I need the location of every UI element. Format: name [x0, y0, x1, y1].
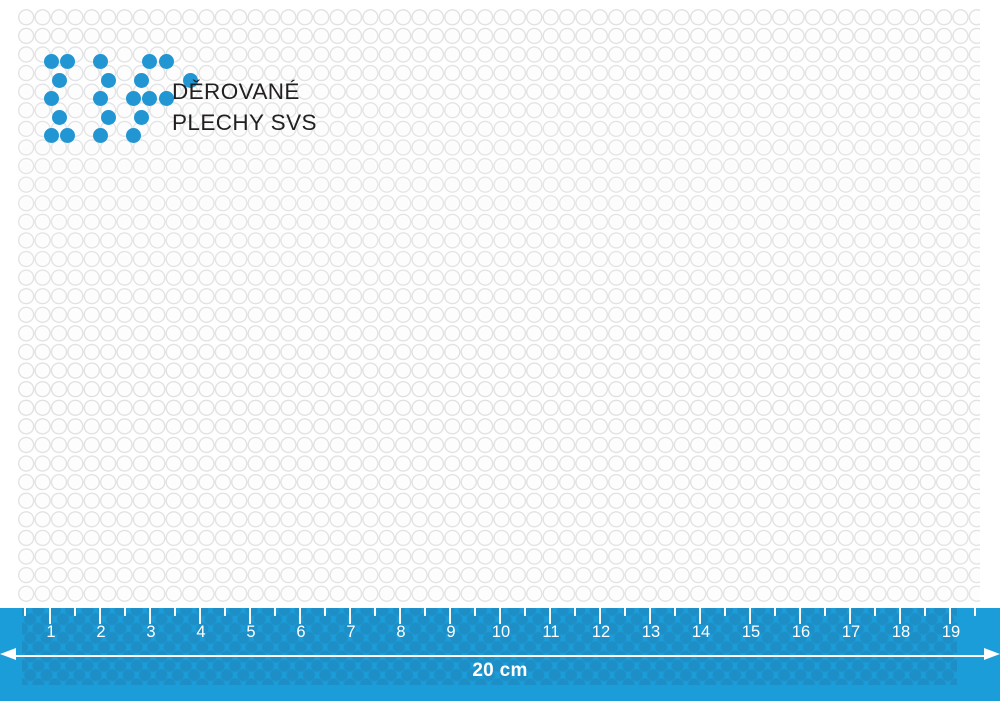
- ruler-tick-major: [799, 608, 801, 624]
- logo-dot: [52, 72, 68, 88]
- logo-dot: [158, 54, 174, 69]
- arrow-head-right-icon: [984, 648, 1000, 660]
- ruler-tick-major: [149, 608, 151, 624]
- dp-dot-matrix-logo-mark: [44, 54, 199, 144]
- ruler-tick-major: [849, 608, 851, 624]
- ruler-tick-major: [599, 608, 601, 624]
- logo-dot: [142, 91, 158, 107]
- ruler-tick-major: [199, 608, 201, 624]
- ruler-tick-label: 13: [641, 623, 661, 641]
- ruler-tick-minor: [574, 608, 576, 616]
- ruler-tick-minor: [974, 608, 976, 616]
- ruler-tick-label: 16: [791, 623, 811, 641]
- ruler-tick-minor: [624, 608, 626, 616]
- ruler-tick-label: 4: [196, 623, 206, 641]
- logo-dot: [44, 54, 59, 69]
- ruler-tick-major: [49, 608, 51, 624]
- ruler-tick-minor: [424, 608, 426, 616]
- ruler-tick-label: 8: [396, 623, 406, 641]
- ruler-tick-major: [649, 608, 651, 624]
- logo-dot: [101, 72, 117, 88]
- ruler-tick-minor: [174, 608, 176, 616]
- logo-wordmark: DĚROVANÉ PLECHY SVS: [172, 76, 317, 138]
- logo-dot: [60, 54, 76, 69]
- ruler-tick-major: [899, 608, 901, 624]
- ruler-tick-label: 1: [46, 623, 56, 641]
- ruler-tick-label: 2: [96, 623, 106, 641]
- logo-dot: [60, 128, 76, 144]
- sheet-hole-pattern: [18, 8, 980, 612]
- logo-dot: [142, 54, 158, 69]
- logo-dot: [93, 128, 109, 144]
- ruler-tick-major: [499, 608, 501, 624]
- sheet-margin-top: [0, 0, 1000, 8]
- arrow-head-left-icon: [0, 648, 16, 660]
- ruler-tick-minor: [324, 608, 326, 616]
- logo-dot: [93, 91, 109, 107]
- ruler-tick-minor: [824, 608, 826, 616]
- logo-dot: [126, 128, 141, 144]
- scale-ruler: 1 2 3 4 5 6 7 8 9 10 11 12 13 14 15 16 17 18 19 20 cm: [0, 608, 1000, 701]
- ruler-tick-label: 11: [542, 623, 560, 641]
- ruler-tick-label: 12: [591, 623, 611, 641]
- ruler-tick-minor: [874, 608, 876, 616]
- ruler-tick-label: 7: [346, 623, 356, 641]
- ruler-tick-minor: [524, 608, 526, 616]
- ruler-tick-scale: 1 2 3 4 5 6 7 8 9 10 11 12 13 14 15 16 17 18 19: [0, 608, 1000, 654]
- ruler-tick-major: [449, 608, 451, 624]
- sheet-margin-right: [980, 0, 1000, 612]
- ruler-tick-minor: [724, 608, 726, 616]
- ruler-tick-label: 14: [691, 623, 711, 641]
- ruler-tick-label: 15: [741, 623, 761, 641]
- ruler-tick-minor: [274, 608, 276, 616]
- ruler-foot-strip: [0, 685, 1000, 701]
- ruler-tick-minor: [374, 608, 376, 616]
- ruler-tick-minor: [24, 608, 26, 616]
- logo-dot: [126, 91, 141, 107]
- ruler-tick-major: [699, 608, 701, 624]
- ruler-tick-minor: [224, 608, 226, 616]
- ruler-tick-label: 3: [146, 623, 156, 641]
- sheet-margin-left: [0, 0, 18, 612]
- derovane-plechy-svs-logo: DĚROVANÉ PLECHY SVS: [44, 54, 324, 144]
- measurement-arrow: [0, 648, 1000, 660]
- logo-dot: [44, 128, 59, 144]
- ruler-tick-major: [249, 608, 251, 624]
- ruler-tick-major: [99, 608, 101, 624]
- ruler-tick-label: 19: [941, 623, 961, 641]
- logo-dot: [134, 72, 150, 88]
- ruler-tick-minor: [124, 608, 126, 616]
- ruler-perforation-texture: [22, 608, 957, 685]
- total-length-label: 20 cm: [472, 660, 528, 681]
- logo-dot: [52, 109, 68, 125]
- ruler-tick-minor: [924, 608, 926, 616]
- ruler-tick-major: [399, 608, 401, 624]
- ruler-tick-label: 18: [891, 623, 911, 641]
- logo-dot: [158, 91, 174, 107]
- ruler-tick-label: 10: [491, 623, 511, 641]
- logo-line-2: PLECHY SVS: [172, 110, 317, 136]
- ruler-tick-minor: [74, 608, 76, 616]
- ruler-tick-label: 5: [246, 623, 256, 641]
- logo-dot: [44, 91, 59, 107]
- logo-dot: [93, 54, 109, 69]
- ruler-tick-minor: [474, 608, 476, 616]
- ruler-tick-label: 6: [296, 623, 306, 641]
- logo-dot: [134, 109, 150, 125]
- ruler-tick-label: 17: [841, 623, 861, 641]
- ruler-tick-label: 9: [446, 623, 456, 641]
- arrow-line: [14, 655, 986, 658]
- logo-dot: [101, 109, 117, 125]
- ruler-tick-major: [749, 608, 751, 624]
- ruler-tick-minor: [774, 608, 776, 616]
- ruler-tick-major: [549, 608, 551, 624]
- ruler-tick-major: [949, 608, 951, 624]
- logo-line-1: DĚROVANÉ: [172, 79, 300, 104]
- logo-dot: [183, 72, 199, 88]
- ruler-tick-minor: [674, 608, 676, 616]
- ruler-tick-major: [299, 608, 301, 624]
- ruler-tick-major: [349, 608, 351, 624]
